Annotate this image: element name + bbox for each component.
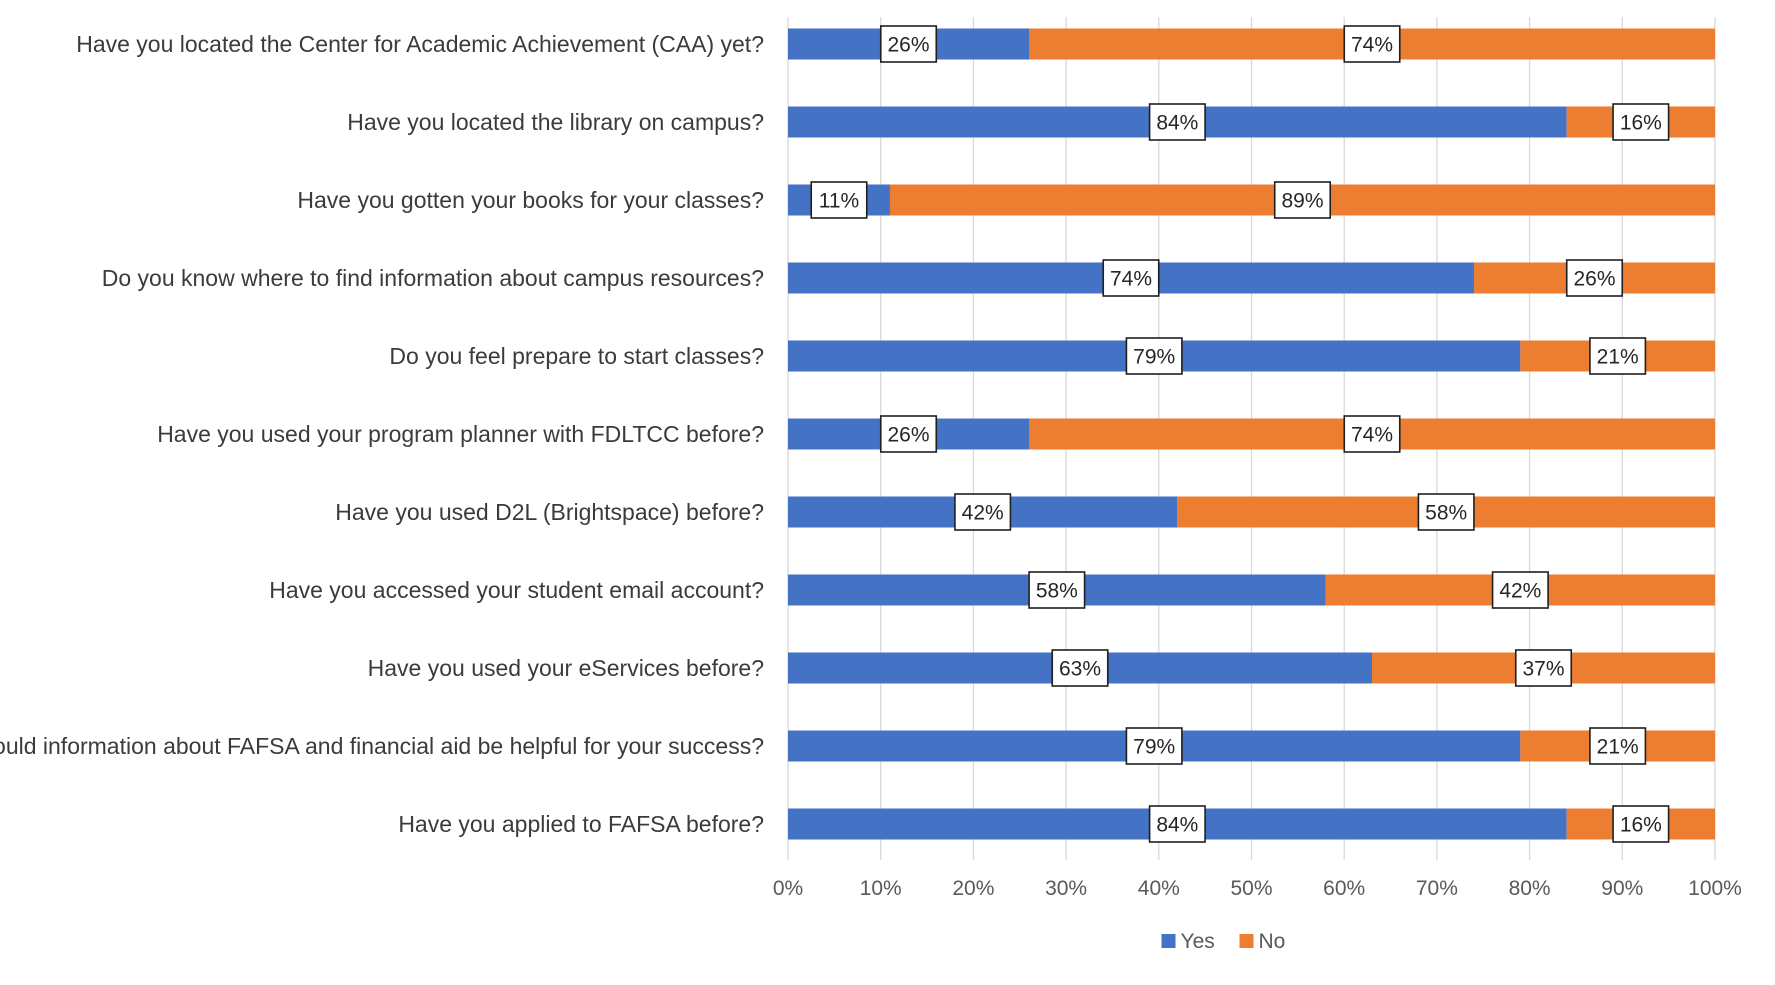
- data-label: 74%: [1351, 34, 1393, 57]
- legend-swatch-no: [1239, 934, 1254, 948]
- x-tick-label: 100%: [1688, 877, 1742, 900]
- data-label: 74%: [1110, 268, 1152, 291]
- data-label: 89%: [1281, 190, 1323, 213]
- data-label-box: [1148, 103, 1206, 141]
- data-label: 26%: [887, 424, 929, 447]
- data-label-box: [1028, 571, 1086, 609]
- x-tick-label: 30%: [1045, 877, 1087, 900]
- data-label-box: [1148, 805, 1206, 843]
- data-label-box: [1102, 259, 1160, 297]
- data-label: 58%: [1036, 580, 1078, 603]
- data-label: 58%: [1425, 502, 1467, 525]
- data-label: 42%: [962, 502, 1004, 525]
- data-label: 16%: [1620, 814, 1662, 837]
- data-label: 63%: [1059, 658, 1101, 681]
- data-label: 37%: [1522, 658, 1564, 681]
- x-tick-label: 40%: [1138, 877, 1180, 900]
- data-label: 21%: [1597, 736, 1639, 759]
- category-label: Have you gotten your books for your clas…: [297, 187, 764, 213]
- data-label-box: [1612, 805, 1670, 843]
- x-tick-label: 50%: [1230, 877, 1272, 900]
- category-label: Have you applied to FAFSA before?: [398, 811, 764, 837]
- data-label-box: [1514, 649, 1573, 687]
- category-label: Have you located the Center for Academic…: [76, 31, 764, 57]
- data-label-box: [954, 493, 1012, 531]
- category-label: Would information about FAFSA and financ…: [0, 733, 764, 759]
- data-label-box: [879, 25, 938, 63]
- x-tick-label: 20%: [952, 877, 994, 900]
- category-label: Do you feel prepare to start classes?: [389, 343, 764, 369]
- category-label: Have you used your eServices before?: [368, 655, 764, 681]
- x-tick-label: 10%: [860, 877, 902, 900]
- category-label: Have you used your program planner with …: [157, 421, 764, 447]
- data-label-box: [1051, 649, 1109, 687]
- data-label-box: [1343, 415, 1401, 453]
- data-label: 21%: [1597, 346, 1639, 369]
- data-label: 26%: [887, 34, 929, 57]
- data-label-box: [879, 415, 938, 453]
- data-label-box: [810, 181, 868, 219]
- category-label: Have you located the library on campus?: [347, 109, 764, 135]
- data-label-box: [1589, 337, 1647, 375]
- data-label-box: [1125, 727, 1183, 765]
- x-tick-label: 60%: [1323, 877, 1365, 900]
- legend-swatch-yes: [1161, 934, 1176, 948]
- data-label: 42%: [1499, 580, 1541, 603]
- data-label: 79%: [1133, 736, 1175, 759]
- category-label: Have you used D2L (Brightspace) before?: [335, 499, 764, 525]
- legend-label-no: No: [1259, 930, 1286, 953]
- data-label-box: [1589, 727, 1647, 765]
- data-label-box: [1565, 259, 1624, 297]
- legend-label-yes: Yes: [1181, 930, 1215, 953]
- category-label: Do you know where to find information ab…: [102, 265, 764, 291]
- data-label-box: [1612, 103, 1670, 141]
- data-label-box: [1273, 181, 1332, 219]
- data-label: 79%: [1133, 346, 1175, 369]
- data-label-box: [1417, 493, 1475, 531]
- x-tick-label: 70%: [1416, 877, 1458, 900]
- data-label-box: [1343, 25, 1401, 63]
- data-label-box: [1491, 571, 1549, 609]
- data-label: 84%: [1156, 112, 1198, 135]
- x-tick-label: 80%: [1509, 877, 1551, 900]
- data-label: 26%: [1573, 268, 1615, 291]
- x-tick-label: 0%: [773, 877, 803, 900]
- data-label-box: [1125, 337, 1183, 375]
- data-label: 16%: [1620, 112, 1662, 135]
- category-label: Have you accessed your student email acc…: [269, 577, 764, 603]
- data-label: 84%: [1156, 814, 1198, 837]
- data-label: 11%: [819, 190, 859, 213]
- x-tick-label: 90%: [1601, 877, 1643, 900]
- data-label: 74%: [1351, 424, 1393, 447]
